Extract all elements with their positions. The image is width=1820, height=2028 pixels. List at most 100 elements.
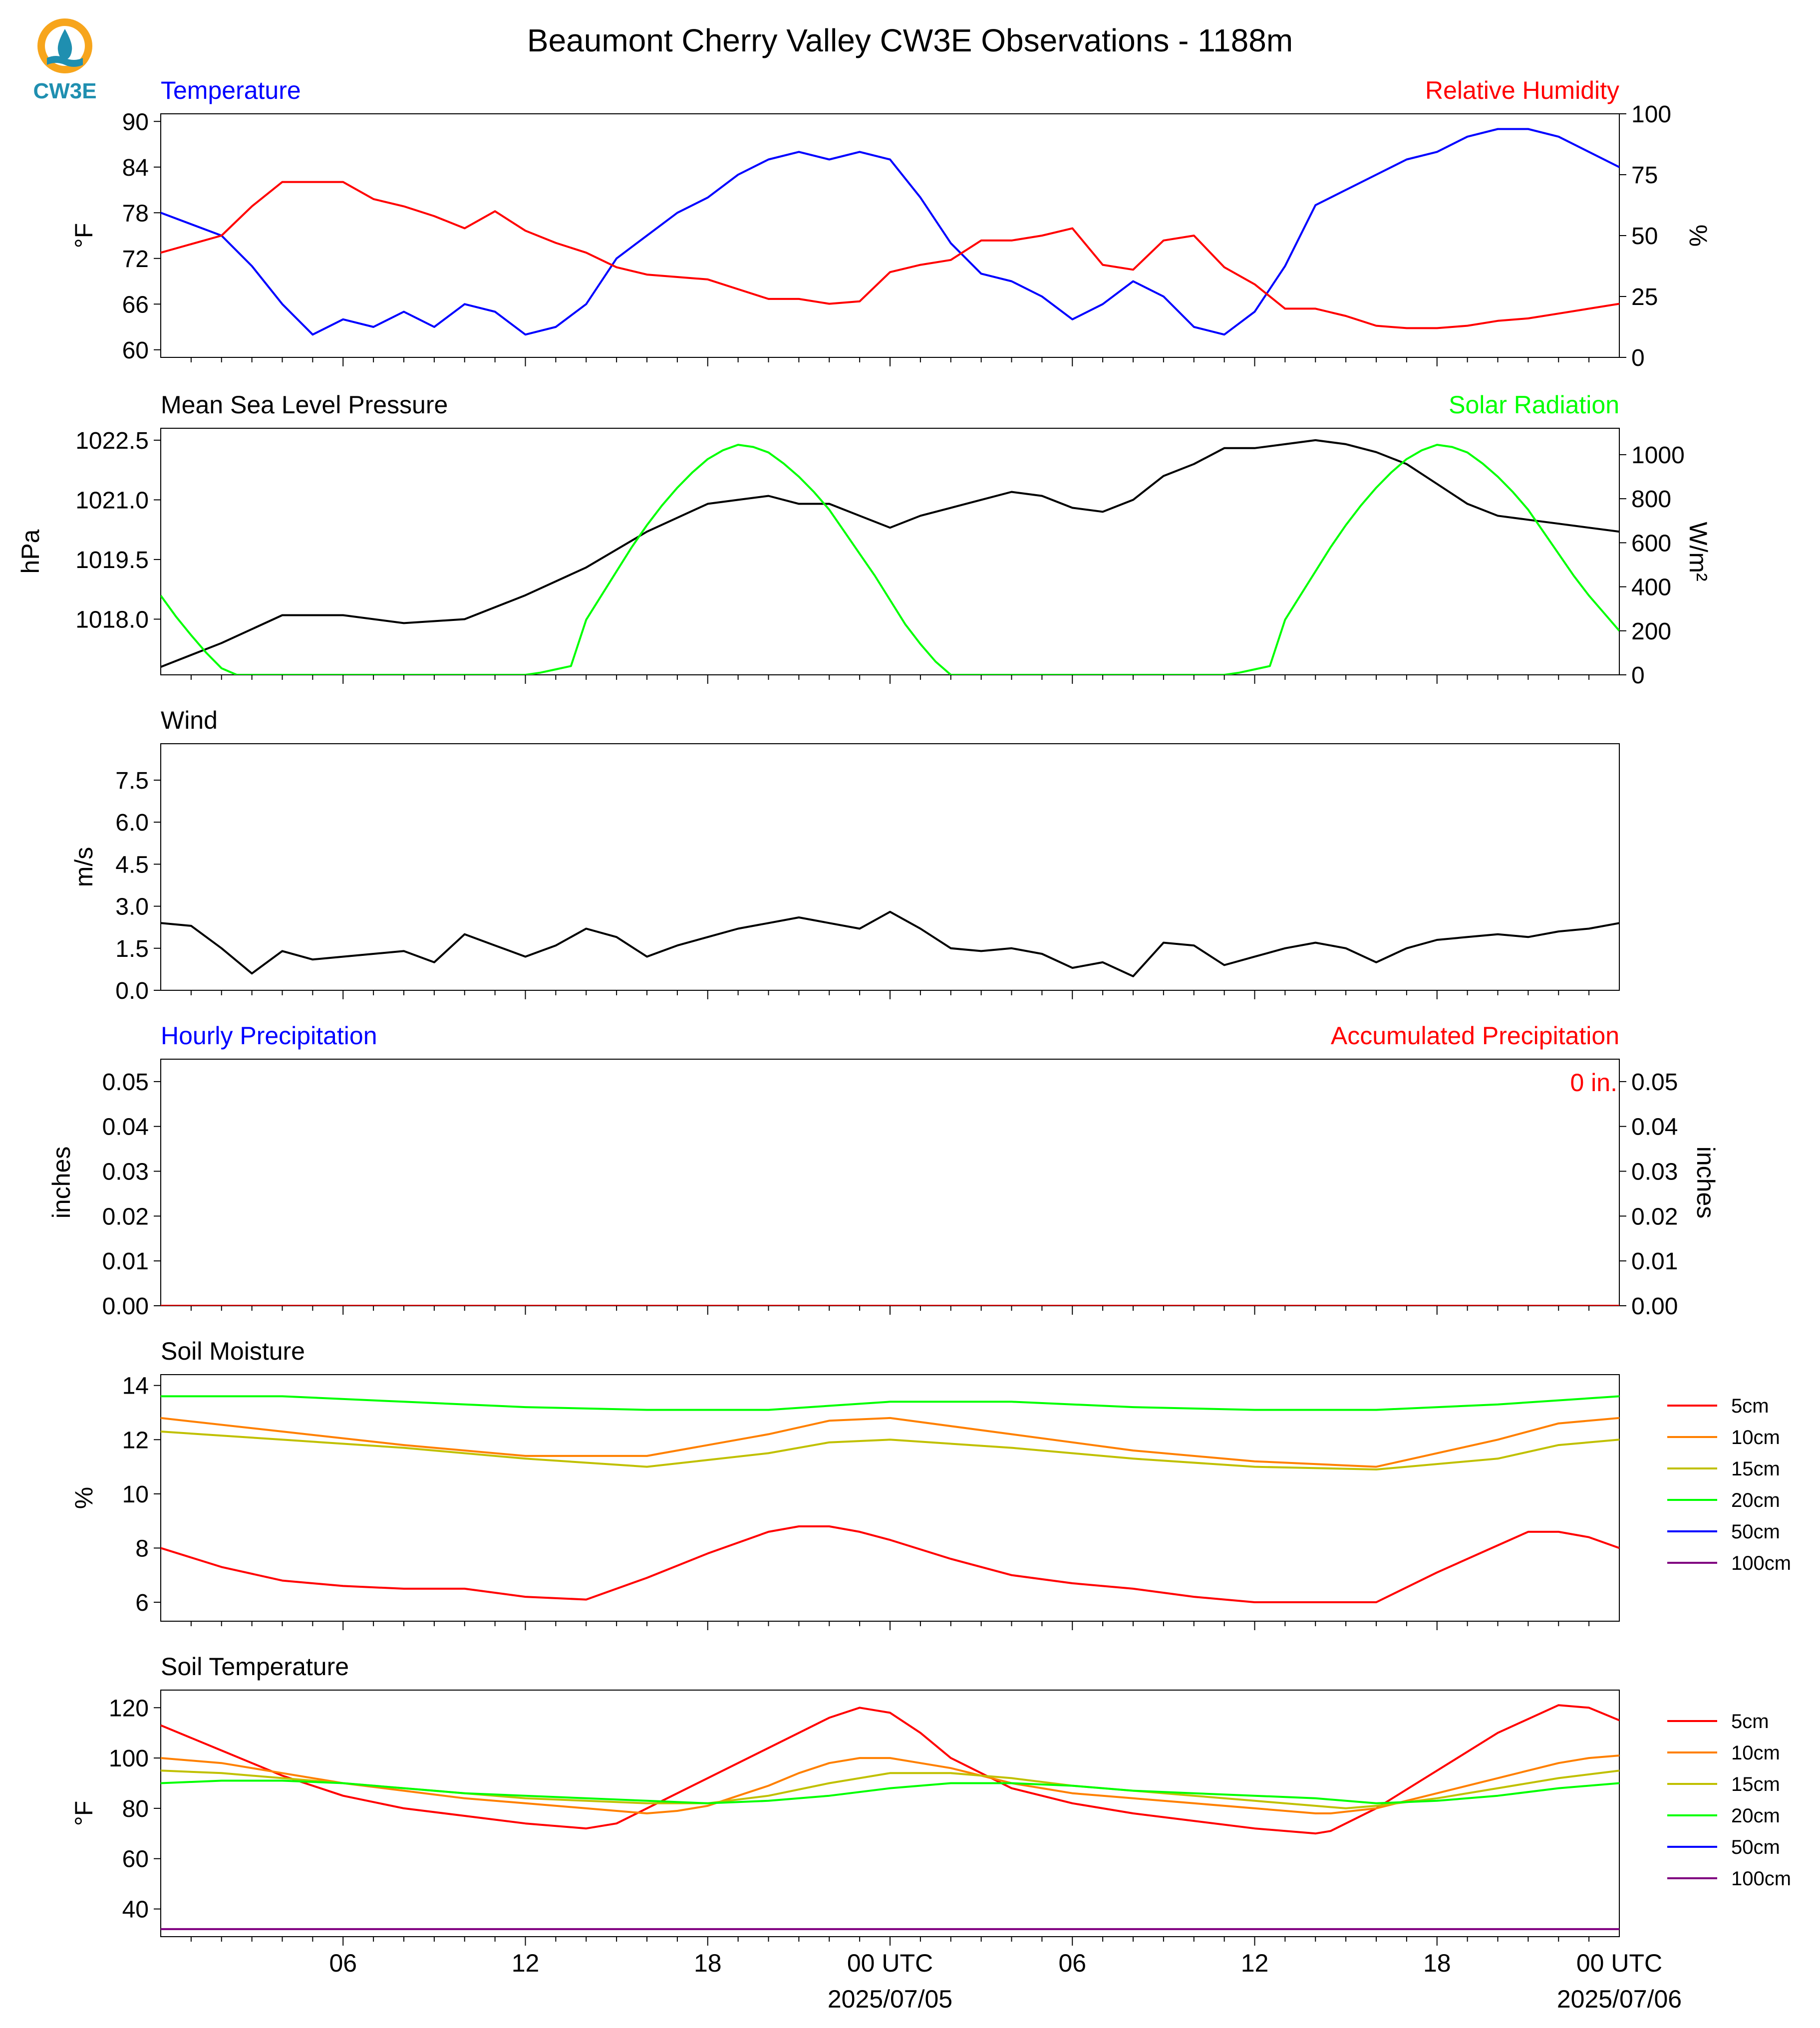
- panel-title-right: Solar Radiation: [1449, 391, 1619, 419]
- y-axis-label: m/s: [70, 847, 98, 887]
- y-tick-label: 72: [122, 246, 149, 273]
- panel-title-left: Hourly Precipitation: [161, 1022, 377, 1050]
- legend-label: 50cm: [1731, 1836, 1780, 1858]
- legend-label: 20cm: [1731, 1489, 1780, 1511]
- x-tick-label: 18: [694, 1949, 722, 1977]
- y-axis-label: °F: [70, 1801, 98, 1826]
- logo-text: CW3E: [33, 79, 97, 103]
- x-tick-label: 06: [1058, 1949, 1086, 1977]
- y-axis-label: °F: [70, 223, 98, 249]
- cw3e-logo: CW3E: [30, 15, 100, 105]
- y-tick-label: 80: [122, 1796, 149, 1822]
- y2-tick-label: 600: [1631, 530, 1671, 557]
- y-tick-label: 120: [109, 1695, 149, 1722]
- y-axis-label: inches: [47, 1147, 75, 1219]
- series-line-right: [161, 444, 1619, 675]
- accumulated-annotation: 0 in.: [1570, 1069, 1617, 1097]
- panel-title-left: Mean Sea Level Pressure: [161, 391, 448, 419]
- panel-title-right: Accumulated Precipitation: [1331, 1022, 1619, 1050]
- y-tick-label: 0.05: [102, 1069, 149, 1096]
- y-tick-label: 6: [135, 1590, 149, 1616]
- series-line-right: [161, 181, 1619, 329]
- y-tick-label: 90: [122, 109, 149, 135]
- panel-1: Temperature Relative Humidity 60 66 72 78 84 90…: [70, 76, 1712, 371]
- y-tick-label: 66: [122, 291, 149, 318]
- series-line-left: [161, 128, 1619, 336]
- x-tick-label: 12: [512, 1949, 540, 1977]
- y-tick-label: 1022.5: [75, 428, 149, 454]
- y2-tick-label: 0.00: [1631, 1293, 1678, 1320]
- plot-frame: [160, 1690, 1620, 1937]
- series-group: [161, 1395, 1619, 1603]
- panel-6: Soil Temperature 40 60 80 100 120 °F 5cm 10cm 15c…: [70, 1653, 1791, 1946]
- panel-title-left: Soil Temperature: [161, 1653, 349, 1681]
- plot-frame: [160, 1059, 1620, 1306]
- y-tick-label: 84: [122, 155, 149, 181]
- panel-title-left: Temperature: [161, 76, 301, 104]
- x-tick-label: 06: [329, 1949, 357, 1977]
- y2-tick-label: 0.01: [1631, 1248, 1678, 1275]
- series-group: [161, 910, 1619, 977]
- series-line-5cm: [161, 1704, 1619, 1835]
- x-tick-label: 18: [1423, 1949, 1451, 1977]
- y-tick-label: 1.5: [115, 936, 149, 962]
- x-date-label: 2025/07/06: [1557, 1985, 1682, 2013]
- y-tick-label: 78: [122, 200, 149, 227]
- y-tick-label: 1019.5: [75, 547, 149, 574]
- y-tick-label: 60: [122, 1846, 149, 1873]
- series-group: [161, 128, 1619, 336]
- y-tick-label: 8: [135, 1535, 149, 1562]
- series-line-20cm: [161, 1779, 1619, 1804]
- y2-tick-label: 0.05: [1631, 1069, 1678, 1096]
- series-group: [161, 1704, 1619, 1930]
- y-tick-label: 10: [122, 1481, 149, 1508]
- x-tick-label: 00 UTC: [847, 1949, 933, 1977]
- y2-tick-label: 800: [1631, 486, 1671, 513]
- y2-tick-label: 1000: [1631, 442, 1685, 469]
- x-axis-labels: 06 12 18 00 UTC 06 12 18 00 UTC 2025/07/05 2025/0…: [329, 1949, 1682, 2013]
- y-tick-label: 0.02: [102, 1203, 149, 1230]
- legend-label: 15cm: [1731, 1458, 1780, 1480]
- y2-axis-label: W/m²: [1684, 522, 1712, 581]
- y2-tick-label: 0.02: [1631, 1203, 1678, 1230]
- y2-axis-label: %: [1684, 225, 1712, 247]
- series-line-left: [161, 439, 1619, 668]
- y-tick-label: 0.0: [115, 978, 149, 1004]
- y-tick-label: 60: [122, 337, 149, 364]
- y-tick-label: 3.0: [115, 894, 149, 920]
- y2-tick-label: 200: [1631, 618, 1671, 645]
- legend-label: 100cm: [1731, 1552, 1791, 1574]
- y2-tick-label: 0.04: [1631, 1114, 1678, 1141]
- series-line-15cm: [161, 1431, 1619, 1470]
- panel-title-left: Soil Moisture: [161, 1337, 305, 1365]
- y2-tick-label: 0: [1631, 345, 1645, 371]
- y-tick-label: 7.5: [115, 768, 149, 794]
- y-tick-label: 0.01: [102, 1248, 149, 1275]
- series-line-10cm: [161, 1417, 1619, 1468]
- legend-label: 50cm: [1731, 1521, 1780, 1543]
- panel-5: Soil Moisture 6 8 10 12 14% 5cm 10cm 15cm 20cm 50c…: [70, 1337, 1791, 1630]
- panel-2: Mean Sea Level Pressure Solar Radiation 10…: [16, 391, 1712, 689]
- y-tick-label: 12: [122, 1427, 149, 1453]
- plot-frame: [160, 113, 1620, 358]
- panel-3: Wind 0.0 1.5 3.0 4.5 6.0 7.5 m/s: [70, 706, 1620, 1004]
- legend-label: 5cm: [1731, 1711, 1769, 1733]
- y-tick-label: 100: [109, 1745, 149, 1772]
- legend-label: 15cm: [1731, 1773, 1780, 1795]
- y2-tick-label: 0.03: [1631, 1159, 1678, 1185]
- panels: Temperature Relative Humidity606672788490…: [16, 76, 1791, 1946]
- legend-label: 20cm: [1731, 1805, 1780, 1827]
- y2-tick-label: 75: [1631, 162, 1658, 189]
- y-tick-label: 1018.0: [75, 606, 149, 633]
- y-axis-label: hPa: [16, 529, 44, 574]
- legend-label: 10cm: [1731, 1427, 1780, 1449]
- legend-label: 100cm: [1731, 1868, 1791, 1890]
- y-tick-label: 0.00: [102, 1293, 149, 1320]
- series-line-10cm: [161, 1754, 1619, 1814]
- legend-label: 5cm: [1731, 1395, 1769, 1417]
- x-date-label: 2025/07/05: [828, 1985, 952, 2013]
- y-tick-label: 14: [122, 1373, 149, 1400]
- y2-tick-label: 0: [1631, 662, 1645, 689]
- series-line-5cm: [161, 1525, 1619, 1603]
- water-drop-icon: [37, 18, 92, 73]
